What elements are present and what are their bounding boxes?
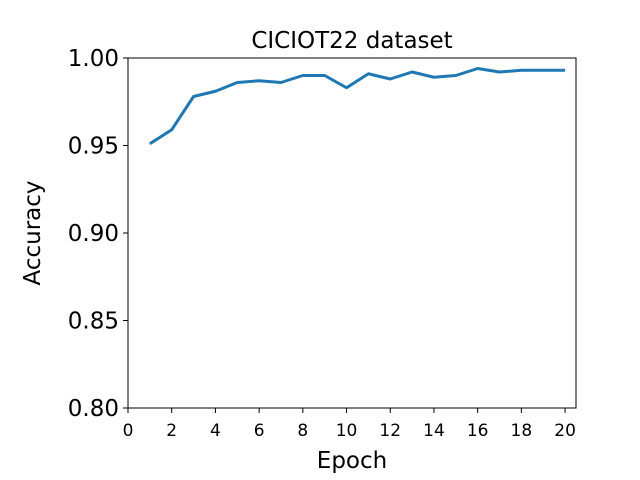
y-axis-label: Accuracy xyxy=(20,180,46,285)
y-tick-label: 1.00 xyxy=(68,46,119,72)
y-tick-label: 0.80 xyxy=(68,396,119,422)
x-tick-label: 20 xyxy=(554,421,576,441)
y-tick-label: 0.95 xyxy=(68,134,119,160)
x-tick-label: 8 xyxy=(297,421,308,441)
series-group xyxy=(149,67,566,146)
x-tick-label: 16 xyxy=(467,421,489,441)
x-axis-ticks: 0 2 4 6 8 10 12 14 16 18 20 xyxy=(123,408,576,441)
x-tick-label: 12 xyxy=(379,421,401,441)
x-tick-label: 14 xyxy=(423,421,445,441)
x-tick-label: 0 xyxy=(123,421,134,441)
series-line xyxy=(149,67,566,146)
x-tick-label: 4 xyxy=(210,421,221,441)
y-tick-label: 0.90 xyxy=(68,221,119,247)
x-axis-label: Epoch xyxy=(317,448,387,474)
x-tick-label: 10 xyxy=(336,421,358,441)
y-tick-label: 0.85 xyxy=(68,309,119,335)
x-tick-label: 18 xyxy=(511,421,533,441)
x-tick-label: 6 xyxy=(254,421,265,441)
x-tick-label: 2 xyxy=(166,421,177,441)
plot-area-frame xyxy=(127,57,577,409)
chart-title: CICIOT22 dataset xyxy=(251,28,452,54)
y-axis-ticks: 0.80 0.85 0.90 0.95 1.00 xyxy=(68,46,128,422)
